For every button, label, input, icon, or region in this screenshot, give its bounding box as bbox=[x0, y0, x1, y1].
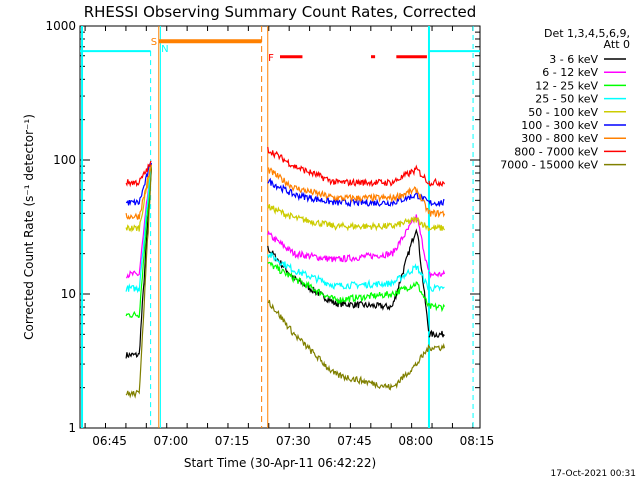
series-line-1 bbox=[126, 162, 446, 279]
legend-header: Att 0 bbox=[604, 38, 630, 51]
x-tick-label: 06:45 bbox=[92, 434, 127, 448]
legend-label: 6 - 12 keV bbox=[542, 66, 598, 79]
series-line-4 bbox=[125, 164, 445, 233]
flag-f: F bbox=[268, 53, 274, 64]
event-lines bbox=[80, 26, 480, 428]
series-line-6 bbox=[125, 164, 446, 220]
plot-frame bbox=[79, 25, 481, 429]
x-tick-label: 07:30 bbox=[276, 434, 311, 448]
legend-label: 12 - 25 keV bbox=[535, 79, 598, 92]
legend-label: 800 - 7000 keV bbox=[514, 145, 598, 158]
x-tick-labels: 06:45 07:00 07:15 07:30 07:45 08:00 08:15 bbox=[92, 434, 494, 448]
series-line-3 bbox=[125, 163, 445, 294]
x-tick-label: 08:00 bbox=[398, 434, 433, 448]
chart-title: RHESSI Observing Summary Count Rates, Co… bbox=[84, 3, 477, 21]
legend-label: 25 - 50 keV bbox=[535, 93, 598, 106]
flag-markers: SN F bbox=[151, 37, 274, 64]
y-tick-label: 1000 bbox=[45, 19, 76, 33]
x-tick-label: 07:45 bbox=[337, 434, 372, 448]
y-tick-label: 1 bbox=[68, 421, 76, 435]
legend-label: 3 - 6 keV bbox=[549, 53, 598, 66]
flag-n: N bbox=[161, 44, 168, 55]
x-tick-label: 08:15 bbox=[460, 434, 495, 448]
flag-s: S bbox=[151, 37, 157, 48]
y-tick-label: 10 bbox=[61, 287, 76, 301]
series-line-7 bbox=[125, 146, 446, 188]
series-line-5 bbox=[125, 162, 445, 208]
series-line-2 bbox=[125, 164, 446, 319]
legend-label: 50 - 100 keV bbox=[528, 106, 598, 119]
x-tick-label: 07:15 bbox=[215, 434, 250, 448]
legend-label: 300 - 800 keV bbox=[521, 132, 598, 145]
x-tick-label: 07:00 bbox=[154, 434, 189, 448]
legend-label: 7000 - 15000 keV bbox=[500, 159, 598, 172]
y-tick-label: 100 bbox=[53, 153, 76, 167]
y-axis-label: Corrected Count Rate (s⁻¹ detector⁻¹) bbox=[22, 114, 36, 340]
series-lines bbox=[125, 146, 446, 399]
timestamp: 17-Oct-2021 00:31 bbox=[551, 469, 636, 479]
y-tick-labels: 1 10 100 1000 bbox=[45, 19, 76, 435]
legend-label: 100 - 300 keV bbox=[521, 119, 598, 132]
legend-header: Det 1,3,4,5,6,9, bbox=[544, 27, 630, 40]
series-line-8 bbox=[125, 168, 446, 399]
x-axis-label: Start Time (30-Apr-11 06:42:22) bbox=[184, 456, 376, 470]
